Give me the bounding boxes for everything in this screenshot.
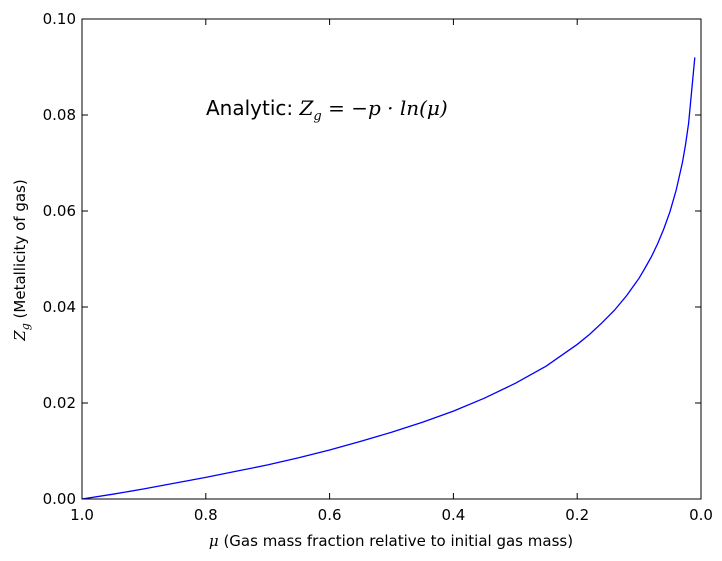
- x-tick-label: 0.0: [689, 506, 713, 524]
- annotation-prefix: Analytic:: [206, 96, 300, 120]
- y-axis-label-symbol: Z: [11, 330, 29, 342]
- annotation-z: Z: [299, 96, 315, 120]
- y-tick-label: 0.10: [43, 10, 76, 28]
- y-tick-label: 0.06: [43, 202, 76, 220]
- x-tick-label: 0.8: [194, 506, 218, 524]
- x-tick-label: 0.6: [318, 506, 342, 524]
- y-tick-label: 0.08: [43, 106, 76, 124]
- x-tick-label: 0.2: [565, 506, 589, 524]
- x-axis-label-text: (Gas mass fraction relative to initial g…: [219, 532, 573, 550]
- annotation-rest: = −p · ln(μ): [322, 96, 448, 120]
- annotation-sub: g: [313, 109, 321, 124]
- x-axis-label-symbol: μ: [209, 532, 219, 550]
- x-axis-label: μ (Gas mass fraction relative to initial…: [209, 532, 573, 550]
- x-tick-label: 1.0: [70, 506, 94, 524]
- x-tick-label: 0.4: [441, 506, 465, 524]
- y-axis-label-sub: g: [19, 323, 32, 330]
- y-tick-label: 0.02: [43, 394, 76, 412]
- y-axis-label-text: (Metallicity of gas): [11, 179, 29, 323]
- y-tick-label: 0.04: [43, 298, 76, 316]
- y-axis-label: Zg (Metallicity of gas): [11, 179, 32, 341]
- y-tick-label: 0.00: [43, 490, 76, 508]
- plot-frame: [81, 18, 702, 500]
- series-line: [81, 57, 696, 500]
- annotation: Analytic: Zg = −p · ln(μ): [206, 96, 448, 124]
